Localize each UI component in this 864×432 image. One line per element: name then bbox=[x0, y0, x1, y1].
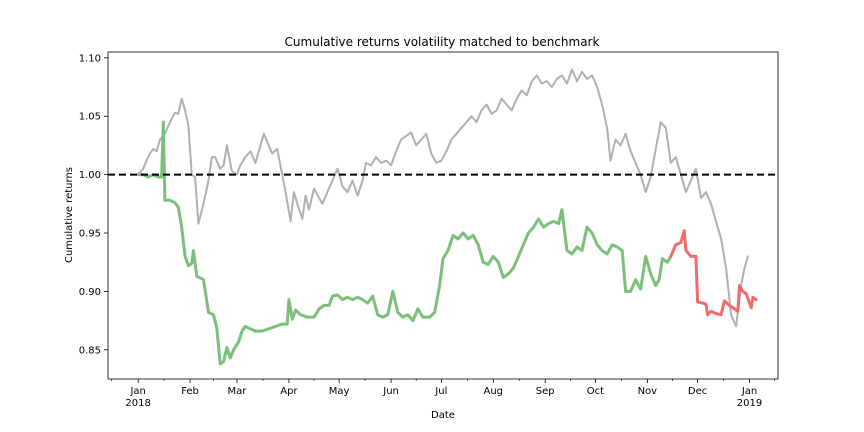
series-line-benchmark bbox=[137, 68, 749, 328]
x-tick-label: Jan bbox=[741, 386, 757, 397]
x-tick-label: Dec bbox=[688, 386, 707, 397]
x-tick-label: Apr bbox=[280, 386, 298, 397]
y-tick-label: 0.85 bbox=[79, 345, 101, 356]
y-axis-title: Cumulative returns bbox=[64, 167, 75, 263]
plot-area bbox=[108, 68, 778, 366]
x-tick-label: Aug bbox=[483, 386, 503, 397]
y-tick-label: 0.90 bbox=[79, 287, 101, 298]
x-axis-title: Date bbox=[431, 410, 455, 421]
x-tick-year-label: 2019 bbox=[737, 398, 762, 409]
y-tick-label: 1.10 bbox=[79, 53, 101, 64]
x-tick-label: May bbox=[329, 386, 350, 397]
x-tick-label: Nov bbox=[638, 386, 658, 397]
y-tick-label: 1.05 bbox=[79, 112, 101, 123]
chart-title: Cumulative returns volatility matched to… bbox=[285, 35, 600, 49]
x-tick-label: Jul bbox=[434, 386, 447, 397]
x-tick-label: Mar bbox=[228, 386, 248, 397]
x-tick-label: Sep bbox=[536, 386, 555, 397]
series-line-portfolio-highlight bbox=[669, 229, 758, 317]
x-tick-label: Feb bbox=[181, 386, 199, 397]
plot-frame bbox=[107, 51, 779, 380]
x-tick-year-label: 2018 bbox=[125, 398, 150, 409]
x-tick-label: Jan bbox=[129, 386, 145, 397]
x-tick-label: Jun bbox=[382, 386, 399, 397]
y-tick-label: 1.00 bbox=[79, 170, 101, 181]
series-line-portfolio bbox=[136, 120, 673, 366]
y-tick-label: 0.95 bbox=[79, 229, 101, 240]
x-tick-label: Oct bbox=[587, 386, 604, 397]
